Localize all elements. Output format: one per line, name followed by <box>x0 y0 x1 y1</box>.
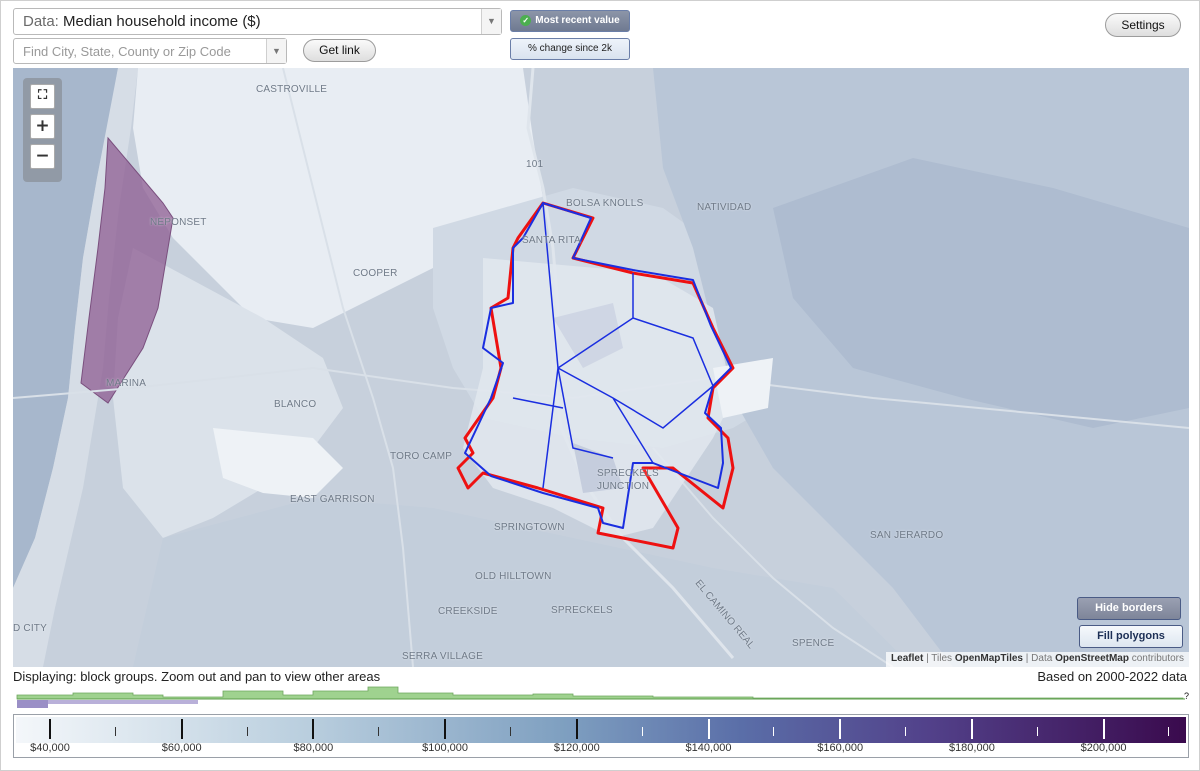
legend-label: $60,000 <box>161 742 202 754</box>
fill-polygons-button[interactable]: Fill polygons <box>1079 625 1183 648</box>
pale-patch <box>213 428 343 498</box>
place-label: OLD HILLTOWN <box>475 571 552 582</box>
leaflet-link[interactable]: Leaflet <box>891 653 924 664</box>
most-recent-toggle[interactable]: ✓ Most recent value <box>510 10 630 32</box>
legend-major-tick <box>575 719 578 739</box>
get-link-button[interactable]: Get link <box>303 39 376 62</box>
place-label: SPRECKELS JUNCTION <box>597 468 659 492</box>
data-source-link[interactable]: OpenStreetMap <box>1055 653 1129 664</box>
place-label: D CITY <box>13 623 47 634</box>
histogram-selection-tail <box>48 700 198 704</box>
eastern-ridge <box>773 158 1189 428</box>
place-label: BLANCO <box>274 399 317 410</box>
place-label: SPRINGTOWN <box>494 522 565 533</box>
block-group-b <box>573 443 623 493</box>
place-label: 101 <box>526 159 544 170</box>
tiles-source-link[interactable]: OpenMapTiles <box>954 653 1023 664</box>
settings-button[interactable]: Settings <box>1105 13 1181 37</box>
fit-bounds-icon[interactable]: ⛶ <box>30 84 55 109</box>
map-attribution: Leaflet | Tiles OpenMapTiles | Data Open… <box>886 652 1189 667</box>
data-prefix: Data <box>1031 653 1053 664</box>
place-label: NEPONSET <box>150 217 207 228</box>
place-label: CASTROVILLE <box>256 84 328 95</box>
search-input[interactable] <box>14 39 264 63</box>
attribution-separator: | <box>1025 653 1029 664</box>
legend-major-tick <box>839 719 842 739</box>
legend-minor-tick <box>1036 727 1038 736</box>
value-histogram: ? <box>16 686 1189 708</box>
legend-label: $120,000 <box>553 742 600 754</box>
zoom-controls: ⛶ + − <box>23 78 62 182</box>
place-label: SPRECKELS <box>551 605 613 616</box>
legend-minor-tick <box>378 727 380 736</box>
histogram-selection <box>17 700 48 708</box>
legend-minor-tick <box>641 727 643 736</box>
legend-label: $80,000 <box>293 742 334 754</box>
place-label: CREEKSIDE <box>438 606 498 617</box>
attribution-separator: | <box>926 653 929 664</box>
most-recent-label: Most recent value <box>535 15 620 26</box>
region-outline-blue <box>464 202 732 529</box>
legend-label: $40,000 <box>30 742 70 754</box>
data-select-prefix: Data: <box>23 13 59 30</box>
southern-area <box>133 498 913 667</box>
legend-minor-tick <box>509 727 511 736</box>
road-north-south <box>282 68 414 667</box>
histogram-bars <box>16 686 1184 700</box>
block-group-borders <box>512 202 714 489</box>
legend-major-tick <box>180 719 183 739</box>
legend-gradient <box>16 717 1186 743</box>
place-label: BOLSA KNOLLS <box>566 198 644 209</box>
ocean-area <box>13 68 118 588</box>
place-label: SPENCE <box>792 638 835 649</box>
place-label: MARINA <box>106 378 147 389</box>
data-suffix: contributors <box>1131 653 1184 664</box>
place-label: SAN JERARDO <box>870 530 944 541</box>
place-label: EAST GARRISON <box>290 494 375 505</box>
help-icon[interactable]: ? <box>1184 691 1189 701</box>
displaying-text: Displaying: block groups. Zoom out and p… <box>13 669 381 684</box>
el-camino-road <box>652 447 894 667</box>
legend-major-tick <box>970 719 973 739</box>
place-label: SANTA RITA <box>522 235 581 246</box>
legend-label: $200,000 <box>1080 742 1127 754</box>
zoom-out-button[interactable]: − <box>30 144 55 169</box>
legend-major-tick <box>707 719 710 739</box>
legend-major-tick <box>49 719 51 739</box>
check-icon: ✓ <box>520 14 532 26</box>
map-view[interactable]: CASTROVILLE NEPONSET COOPER BOLSA KNOLLS… <box>13 68 1189 667</box>
purple-tract <box>80 136 174 404</box>
legend-minor-tick <box>114 727 116 736</box>
place-label: NATIVIDAD <box>697 202 752 213</box>
chevron-down-icon[interactable]: ▼ <box>481 9 501 34</box>
legend-label: $100,000 <box>422 742 469 754</box>
block-group-a <box>553 303 623 368</box>
pct-change-toggle[interactable]: % change since 2k <box>510 38 630 60</box>
legend-major-tick <box>312 719 315 739</box>
color-legend: $40,000 $60,000 $80,000 $100,000 $120,000 $14… <box>13 714 1189 758</box>
search-dropdown-icon[interactable]: ▼ <box>266 39 286 63</box>
place-label: COOPER <box>353 268 398 279</box>
map-canvas <box>13 68 1189 667</box>
based-on-text: Based on 2000-2022 data <box>1037 669 1187 684</box>
legend-minor-tick <box>773 727 775 736</box>
tiles-prefix: Tiles <box>931 653 953 664</box>
legend-label: $160,000 <box>817 742 864 754</box>
legend-major-tick <box>444 719 447 739</box>
zoom-in-button[interactable]: + <box>30 114 55 139</box>
hide-borders-button[interactable]: Hide borders <box>1077 597 1181 620</box>
legend-label: $140,000 <box>685 742 732 754</box>
legend-minor-tick <box>1168 727 1170 736</box>
place-label: SERRA VILLAGE <box>402 651 483 662</box>
legend-major-tick <box>1102 719 1105 739</box>
legend-minor-tick <box>246 727 248 736</box>
legend-label: $180,000 <box>948 742 995 754</box>
place-label: TORO CAMP <box>390 451 453 462</box>
data-select[interactable]: Data: Median household income ($) ▼ <box>13 8 502 35</box>
data-select-value: Median household income ($) <box>63 13 261 30</box>
search-field[interactable]: ▼ <box>13 38 287 64</box>
legend-minor-tick <box>905 727 907 736</box>
